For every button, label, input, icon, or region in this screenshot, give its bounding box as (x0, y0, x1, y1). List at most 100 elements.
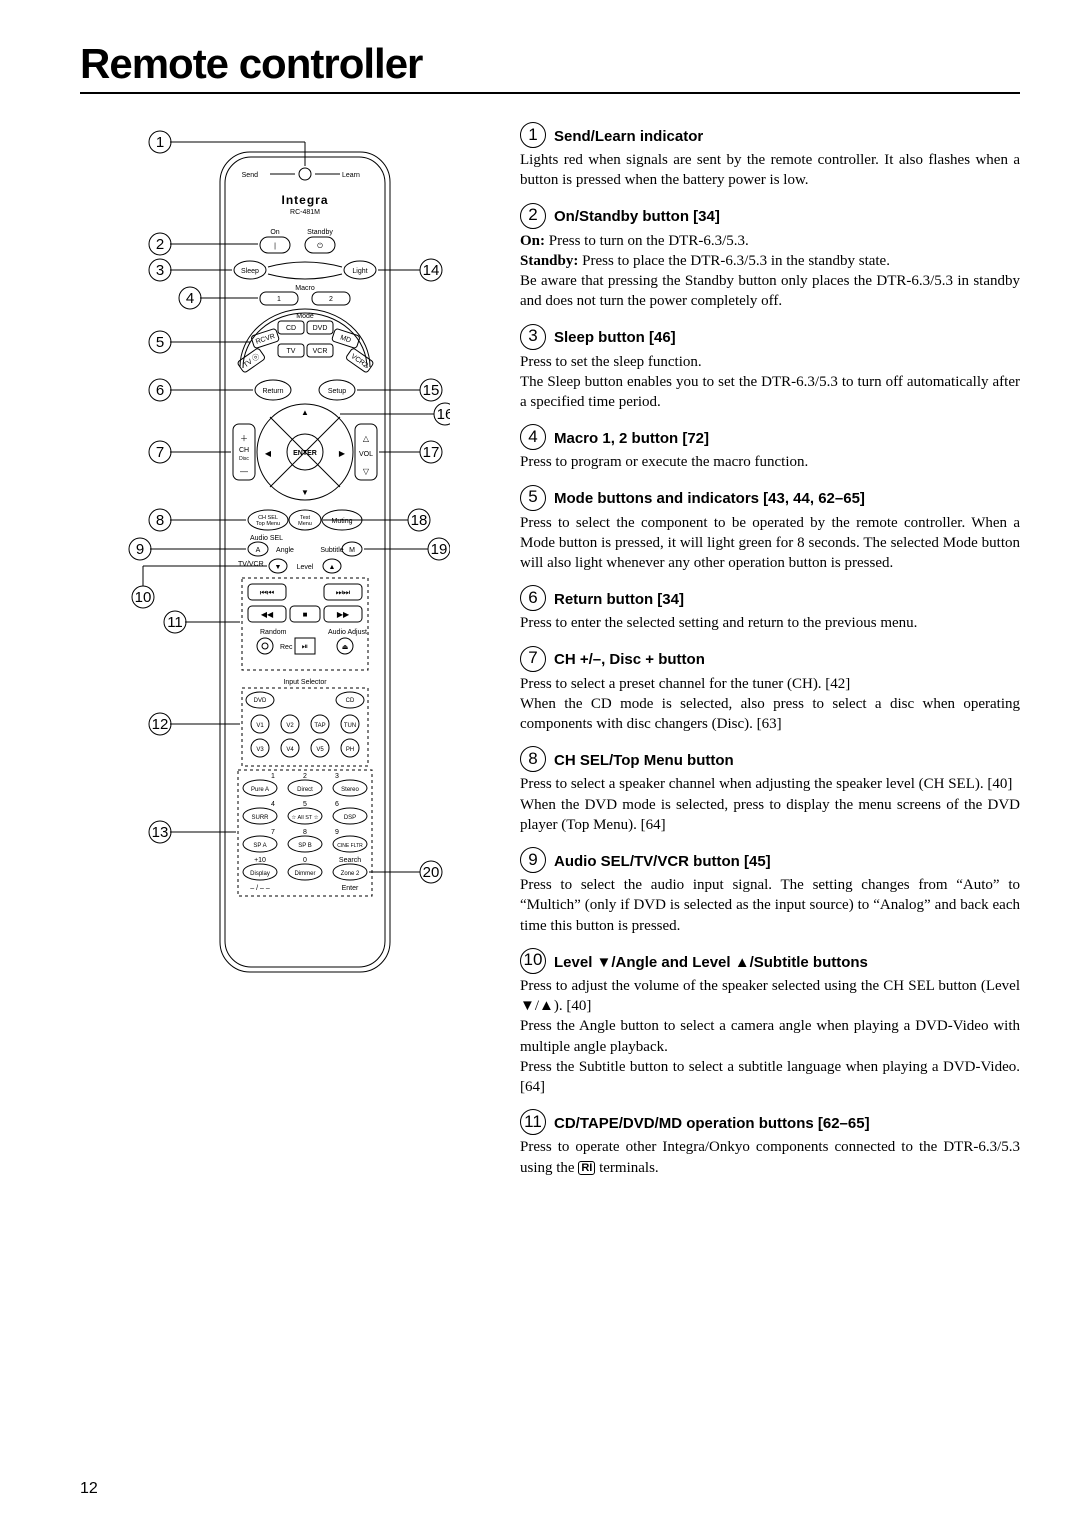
entry-num-1: 1 (520, 122, 546, 148)
entry-num-4: 4 (520, 424, 546, 450)
entry-title-1: Send/Learn indicator (554, 123, 703, 147)
svg-text:VOL: VOL (359, 451, 373, 458)
svg-text:⏏: ⏏ (342, 644, 349, 651)
svg-text:TV/VCR: TV/VCR (238, 561, 264, 568)
svg-text:▼: ▼ (275, 564, 282, 571)
entry-body-11: Press to operate other Integra/Onkyo com… (520, 1137, 1020, 1178)
svg-text:15: 15 (423, 382, 440, 399)
svg-text:2: 2 (156, 236, 164, 253)
svg-text:Level: Level (297, 564, 314, 571)
svg-text:10: 10 (135, 589, 152, 606)
descriptions-column: 1Send/Learn indicatorLights red when sig… (520, 122, 1020, 1190)
svg-text:Direct: Direct (297, 787, 313, 793)
svg-text:20: 20 (423, 864, 440, 881)
svg-text:13: 13 (152, 824, 169, 841)
entry-3: 3Sleep button [46]Press to set the sleep… (520, 324, 1020, 413)
svg-text:Disc: Disc (239, 456, 249, 462)
svg-text:CD: CD (346, 698, 355, 704)
svg-text:Pure A: Pure A (251, 787, 269, 793)
svg-text:On: On (270, 229, 279, 236)
entry-title-3: Sleep button [46] (554, 324, 676, 348)
svg-text:Audio SEL: Audio SEL (250, 535, 283, 542)
entry-title-6: Return button [34] (554, 586, 684, 610)
svg-text:▽: ▽ (363, 467, 370, 476)
svg-text:DVD: DVD (254, 698, 267, 704)
svg-text:Return: Return (262, 388, 283, 395)
svg-text:18: 18 (411, 512, 428, 529)
svg-text:⏮⏮: ⏮⏮ (260, 588, 274, 597)
svg-text:Learn: Learn (342, 172, 360, 179)
svg-text:4: 4 (271, 801, 275, 808)
svg-text:Top Menu: Top Menu (256, 521, 280, 527)
svg-text:|: | (274, 243, 276, 250)
svg-text:8: 8 (156, 512, 164, 529)
remote-diagram: .st{stroke:#000;fill:none;stroke-width:1… (110, 122, 450, 982)
entry-title-9: Audio SEL/TV/VCR button [45] (554, 848, 771, 872)
entry-body-10: Press to adjust the volume of the speake… (520, 976, 1020, 1098)
entry-body-5: Press to select the component to be oper… (520, 513, 1020, 574)
svg-text:14: 14 (423, 262, 440, 279)
svg-text:SP B: SP B (298, 843, 312, 849)
svg-text:Subtitle: Subtitle (320, 547, 343, 554)
svg-text:Enter: Enter (342, 885, 359, 892)
svg-text:CH: CH (239, 447, 249, 454)
svg-text:⏭⏭: ⏭⏭ (336, 588, 350, 597)
svg-text:Search: Search (339, 857, 361, 864)
svg-text:Setup: Setup (328, 388, 346, 395)
entry-2: 2On/Standby button [34]On: Press to turn… (520, 203, 1020, 312)
entry-body-4: Press to program or execute the macro fu… (520, 452, 1020, 472)
svg-text:⏻: ⏻ (317, 242, 323, 250)
svg-text:9: 9 (136, 541, 144, 558)
svg-text:SP A: SP A (253, 843, 266, 849)
svg-text:CD: CD (286, 325, 296, 332)
entry-5: 5 Mode buttons and indicators [43, 44, 62… (520, 485, 1020, 574)
svg-text:Sleep: Sleep (241, 268, 259, 275)
svg-text:PH: PH (346, 747, 354, 753)
entry-body-8: Press to select a speaker channel when a… (520, 774, 1020, 835)
svg-text:Input Selector: Input Selector (283, 679, 327, 686)
svg-text:16: 16 (437, 406, 450, 423)
svg-text:▶▶: ▶▶ (337, 610, 350, 619)
svg-text:+10: +10 (254, 857, 266, 864)
title-rule (80, 92, 1020, 94)
svg-text:DVD: DVD (313, 325, 328, 332)
svg-text:2: 2 (329, 296, 333, 303)
svg-text:TUN: TUN (344, 723, 356, 729)
svg-text:▶: ▶ (339, 449, 346, 458)
svg-text:—: — (240, 467, 248, 476)
svg-text:11: 11 (167, 614, 183, 631)
entry-body-9: Press to select the audio input signal. … (520, 875, 1020, 936)
svg-text:⏯: ⏯ (302, 642, 308, 651)
entry-1: 1Send/Learn indicatorLights red when sig… (520, 122, 1020, 191)
svg-text:3: 3 (156, 262, 164, 279)
svg-text:6: 6 (335, 801, 339, 808)
svg-text:7: 7 (271, 829, 275, 836)
entry-title-5: Mode buttons and indicators [43, 44, 62–… (554, 485, 865, 509)
svg-text:1: 1 (156, 134, 164, 151)
diagram-column: .st{stroke:#000;fill:none;stroke-width:1… (80, 122, 480, 1190)
svg-text:■: ■ (303, 610, 308, 619)
svg-text:▲: ▲ (301, 408, 309, 417)
svg-text:V4: V4 (286, 747, 294, 753)
entry-4: 4 Macro 1, 2 button [72] Press to program … (520, 424, 1020, 472)
entry-body-2: On: Press to turn on the DTR-6.3/5.3.Sta… (520, 231, 1020, 312)
entry-num-5: 5 (520, 485, 546, 511)
svg-text:Random: Random (260, 629, 287, 636)
svg-text:0: 0 (303, 857, 307, 864)
svg-text:Menu: Menu (298, 521, 312, 527)
svg-text:3: 3 (335, 773, 339, 780)
svg-text:– / – –: – / – – (250, 885, 270, 892)
entry-7: 7CH +/–, Disc + buttonPress to select a … (520, 646, 1020, 735)
svg-text:DSP: DSP (344, 815, 356, 821)
svg-text:Stereo: Stereo (341, 787, 359, 793)
svg-text:Dimmer: Dimmer (295, 871, 316, 877)
entry-num-9: 9 (520, 847, 546, 873)
entry-body-3: Press to set the sleep function.The Slee… (520, 352, 1020, 413)
svg-text:9: 9 (335, 829, 339, 836)
svg-text:◀: ◀ (265, 449, 272, 458)
svg-text:△: △ (363, 434, 370, 443)
entry-title-4: Macro 1, 2 button [72] (554, 425, 709, 449)
svg-text:Integra: Integra (281, 193, 328, 207)
svg-text:4: 4 (186, 290, 194, 307)
svg-text:A: A (256, 547, 261, 554)
